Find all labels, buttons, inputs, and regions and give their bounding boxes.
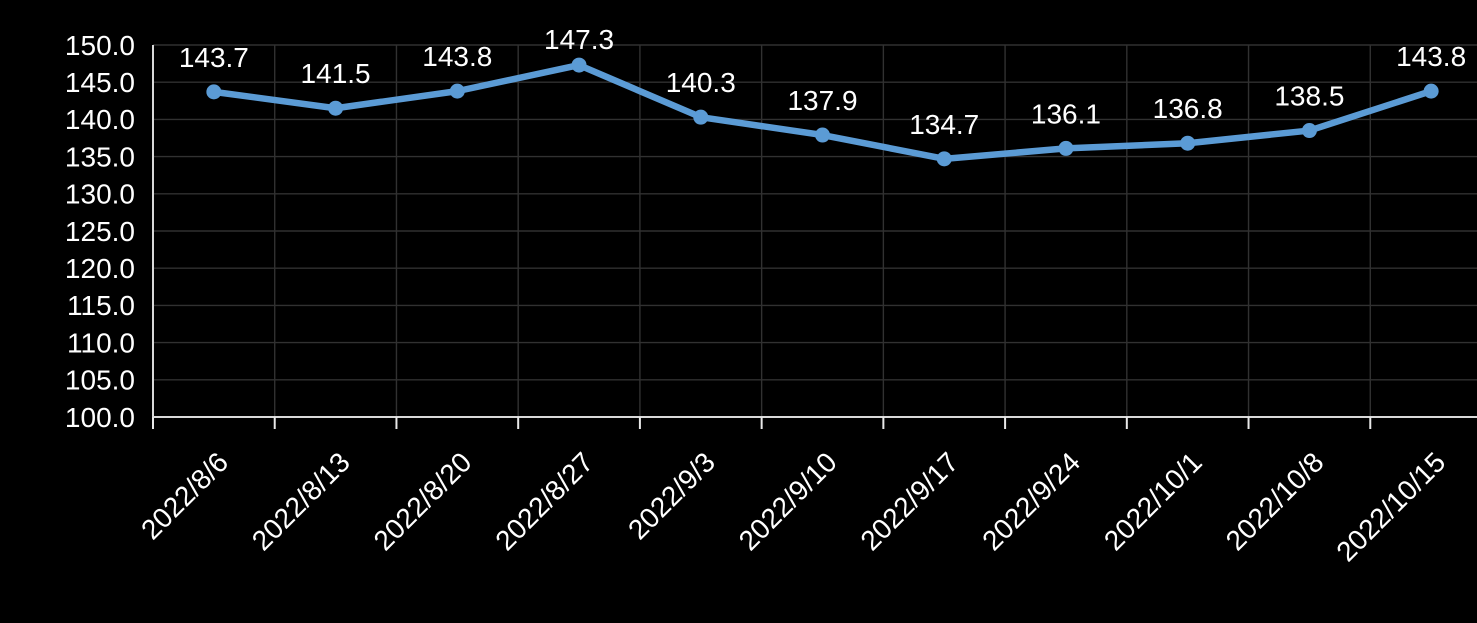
- data-point-label: 143.8: [1396, 41, 1466, 72]
- x-tick-label: 2022/10/1: [1098, 446, 1208, 556]
- data-point-label: 147.3: [544, 24, 614, 55]
- y-tick-label: 135.0: [65, 141, 135, 172]
- data-point-label: 143.8: [422, 41, 492, 72]
- y-tick-label: 125.0: [65, 216, 135, 247]
- x-tick-label: 2022/10/8: [1220, 446, 1330, 556]
- data-point-marker: [328, 100, 344, 116]
- y-tick-label: 105.0: [65, 365, 135, 396]
- data-point-label: 141.5: [301, 58, 371, 89]
- y-tick-label: 140.0: [65, 104, 135, 135]
- x-tick-label: 2022/10/15: [1330, 446, 1451, 567]
- data-point-marker: [693, 109, 709, 125]
- data-point-label: 137.9: [787, 85, 857, 116]
- y-tick-label: 120.0: [65, 253, 135, 284]
- data-point-marker: [1423, 83, 1439, 99]
- x-tick-label: 2022/8/6: [135, 446, 234, 545]
- y-tick-label: 110.0: [67, 327, 135, 358]
- y-tick-label: 100.0: [65, 402, 135, 433]
- chart-canvas: 100.0 105.0 110.0 115.0 120.0 125.0 130.0 135.0…: [65, 24, 1477, 567]
- data-point-marker: [1058, 140, 1074, 156]
- data-point-label: 140.3: [666, 67, 736, 98]
- y-tick-label: 145.0: [65, 67, 135, 98]
- data-point-marker: [936, 151, 952, 167]
- y-tick-label: 150.0: [65, 30, 135, 61]
- x-tick-label: 2022/8/20: [368, 446, 478, 556]
- data-point-marker: [206, 84, 222, 100]
- x-tick-label: 2022/9/3: [622, 446, 721, 545]
- data-point-marker: [449, 83, 465, 99]
- x-tick-label: 2022/9/24: [976, 446, 1086, 556]
- y-tick-label: 130.0: [65, 179, 135, 210]
- data-point-label: 143.7: [179, 42, 249, 73]
- data-point-label: 138.5: [1274, 81, 1344, 112]
- x-tick-label: 2022/8/13: [246, 446, 356, 556]
- x-tick-label: 2022/9/10: [733, 446, 843, 556]
- y-tick-label: 115.0: [67, 290, 135, 321]
- line-chart: 100.0 105.0 110.0 115.0 120.0 125.0 130.0 135.0…: [40, 16, 1477, 607]
- data-point-label: 136.1: [1031, 98, 1101, 129]
- x-tick-label: 2022/8/27: [489, 446, 599, 556]
- data-point-label: 134.7: [909, 109, 979, 140]
- data-point-label: 136.8: [1153, 93, 1223, 124]
- data-point-marker: [1180, 135, 1196, 151]
- data-point-marker: [815, 127, 830, 143]
- data-point-marker: [1301, 123, 1317, 139]
- x-tick-label: 2022/9/17: [854, 446, 964, 556]
- data-point-marker: [571, 57, 587, 73]
